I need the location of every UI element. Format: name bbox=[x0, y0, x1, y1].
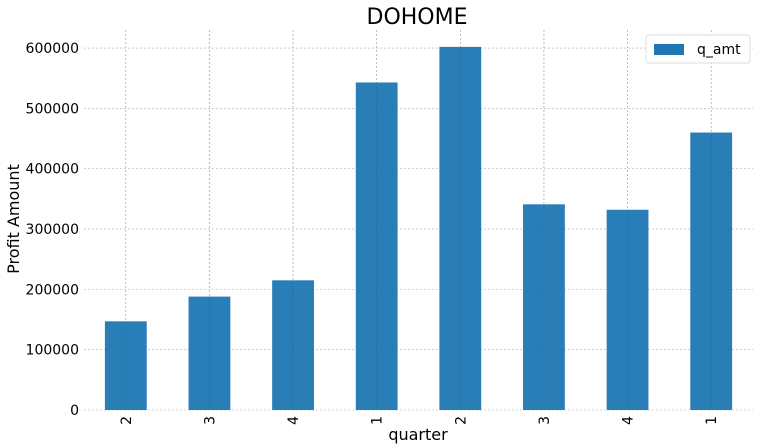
x-tick-label: 2 bbox=[453, 416, 469, 425]
y-tick-label: 400000 bbox=[26, 162, 79, 178]
legend-label: q_amt bbox=[697, 42, 741, 58]
y-tick-label: 200000 bbox=[26, 282, 79, 298]
legend-swatch bbox=[654, 44, 684, 55]
y-tick-label: 300000 bbox=[26, 222, 79, 238]
y-tick-label: 100000 bbox=[26, 343, 79, 359]
grid-lines bbox=[84, 30, 753, 411]
legend-box bbox=[645, 34, 751, 64]
bars bbox=[104, 30, 733, 411]
bar bbox=[272, 280, 314, 410]
x-tick-labels: 2 3 4 1 2 3 4 1 bbox=[119, 416, 720, 425]
y-tick-label: 600000 bbox=[26, 41, 79, 57]
bar bbox=[439, 46, 482, 411]
bar bbox=[104, 321, 147, 410]
bar bbox=[523, 204, 565, 410]
y-tick-label: 500000 bbox=[26, 101, 79, 117]
x-axis-label: quarter bbox=[388, 425, 448, 444]
bar bbox=[355, 82, 398, 410]
x-tick-label: 1 bbox=[704, 416, 720, 425]
x-tick-label: 1 bbox=[370, 416, 386, 425]
y-tick-label: 0 bbox=[70, 403, 79, 419]
bar bbox=[606, 209, 649, 410]
x-tick-label: 2 bbox=[119, 416, 135, 425]
x-tick-label: 4 bbox=[621, 416, 637, 425]
chart-title: DOHOME bbox=[367, 5, 468, 30]
y-tick-labels: 0 100000 200000 300000 400000 500000 600000 bbox=[26, 41, 79, 419]
bar bbox=[690, 132, 733, 411]
x-tick-label: 3 bbox=[202, 416, 218, 425]
y-axis-label: Profit Amount bbox=[4, 164, 23, 274]
legend: q_amt bbox=[645, 34, 751, 64]
x-tick-label: 3 bbox=[537, 416, 553, 425]
x-tick-label: 4 bbox=[286, 416, 302, 425]
bar bbox=[188, 296, 231, 410]
